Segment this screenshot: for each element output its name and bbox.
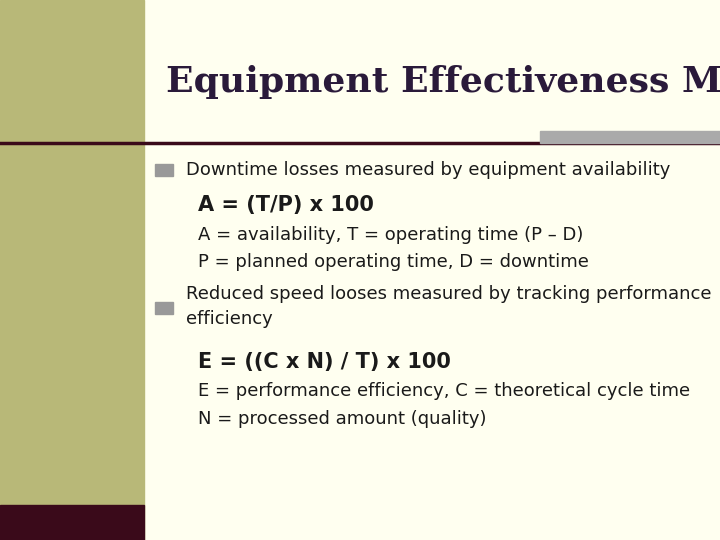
- Bar: [540, 131, 720, 143]
- Text: E = ((C x N) / T) x 100: E = ((C x N) / T) x 100: [198, 352, 451, 372]
- Bar: [155, 302, 173, 314]
- Text: P = planned operating time, D = downtime: P = planned operating time, D = downtime: [198, 253, 589, 271]
- Text: E = performance efficiency, C = theoretical cycle time: E = performance efficiency, C = theoreti…: [198, 382, 690, 401]
- Text: A = (T/P) x 100: A = (T/P) x 100: [198, 195, 374, 215]
- Bar: [155, 164, 173, 176]
- Text: Downtime losses measured by equipment availability: Downtime losses measured by equipment av…: [186, 161, 670, 179]
- Text: efficiency: efficiency: [186, 309, 272, 328]
- Text: Equipment Effectiveness Matrix: Equipment Effectiveness Matrix: [166, 65, 720, 99]
- Text: A = availability, T = operating time (P – D): A = availability, T = operating time (P …: [198, 226, 583, 244]
- Text: Reduced speed looses measured by tracking performance: Reduced speed looses measured by trackin…: [186, 285, 711, 303]
- Bar: [0, 505, 144, 540]
- Text: N = processed amount (quality): N = processed amount (quality): [198, 409, 487, 428]
- Bar: [0, 0, 144, 540]
